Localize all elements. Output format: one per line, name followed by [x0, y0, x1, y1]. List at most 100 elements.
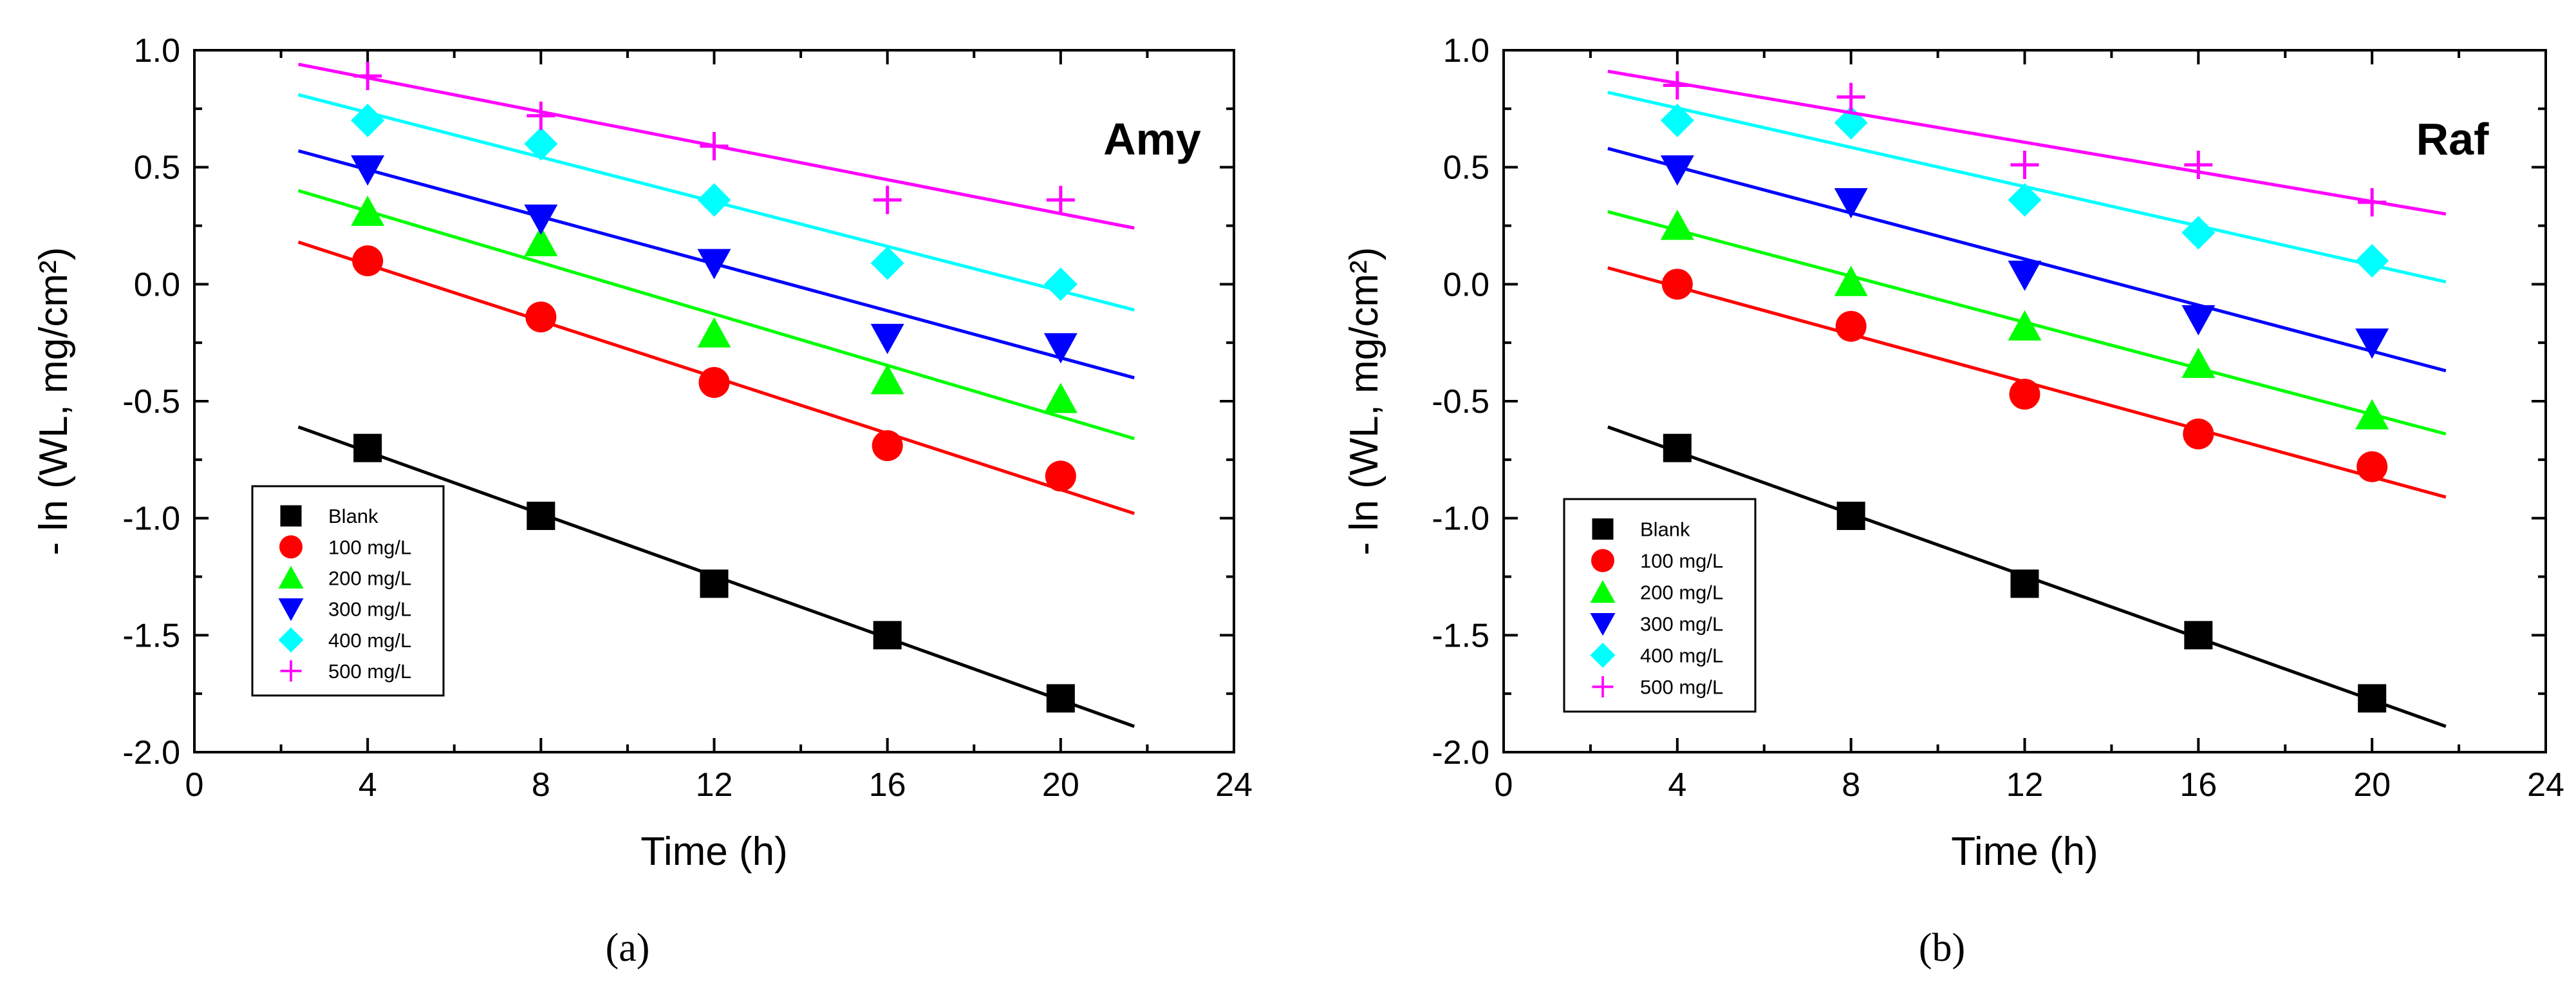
x-tick-label: 20 [1042, 766, 1079, 804]
point-blank [353, 433, 382, 462]
y-tick-label: 1.0 [1443, 32, 1489, 70]
x-tick-label: 12 [696, 766, 733, 804]
legend-marker [1592, 676, 1614, 697]
y-axis-title: - ln (WL, mg/cm²) [32, 247, 76, 556]
legend-label: 100 mg/L [328, 536, 411, 558]
point-200-mg-l [697, 317, 731, 348]
point-200-mg-l [524, 225, 558, 256]
point-100-mg-l [1045, 460, 1076, 492]
point-200-mg-l [2181, 347, 2216, 378]
point-500-mg-l [353, 61, 382, 90]
fit-line-200-mg-l [297, 189, 1135, 440]
legend-label: 200 mg/L [328, 567, 411, 589]
point-500-mg-l [873, 185, 902, 214]
legend-label: Blank [1640, 518, 1690, 541]
point-blank [700, 569, 729, 598]
point-500-mg-l [2184, 151, 2213, 180]
x-tick-label: 8 [532, 766, 550, 804]
legend-marker [1592, 518, 1614, 540]
legend-label: 300 mg/L [1640, 613, 1723, 636]
x-axis-title: Time (h) [1951, 829, 2098, 874]
point-400-mg-l [1660, 104, 1694, 137]
caption-b: (b) [1919, 926, 1965, 970]
y-tick-label: -0.5 [122, 383, 180, 421]
legend-label: 300 mg/L [328, 598, 411, 621]
point-200-mg-l [1834, 265, 1868, 296]
legend-label: 100 mg/L [1640, 550, 1723, 572]
point-100-mg-l [1661, 269, 1693, 300]
point-400-mg-l [351, 104, 385, 137]
point-300-mg-l [351, 155, 385, 186]
x-tick-label: 0 [185, 766, 204, 804]
legend-marker [1591, 549, 1614, 572]
y-tick-label: 1.0 [134, 32, 180, 70]
point-200-mg-l [870, 364, 904, 395]
y-tick-label: -2.0 [122, 734, 180, 771]
point-300-mg-l [2181, 305, 2216, 336]
point-400-mg-l [697, 183, 731, 217]
x-tick-label: 16 [869, 766, 906, 804]
point-300-mg-l [1834, 188, 1868, 219]
point-100-mg-l [2183, 418, 2214, 449]
point-400-mg-l [2008, 183, 2042, 217]
y-tick-label: 0.5 [1443, 149, 1489, 187]
point-400-mg-l [1043, 267, 1078, 301]
point-500-mg-l [2010, 151, 2039, 180]
fit-line-300-mg-l [1607, 147, 2447, 373]
point-blank [1046, 684, 1075, 713]
point-blank [2184, 621, 2213, 650]
legend-marker [1590, 643, 1616, 668]
point-500-mg-l [1663, 71, 1692, 100]
y-tick-label: -1.0 [1432, 500, 1489, 538]
legend-marker [278, 598, 304, 621]
point-blank [1836, 502, 1865, 531]
point-400-mg-l [2181, 216, 2216, 250]
point-400-mg-l [524, 127, 558, 161]
y-tick-label: -1.5 [1432, 617, 1489, 654]
point-blank [527, 502, 555, 531]
y-tick-label: -1.0 [122, 500, 180, 538]
point-400-mg-l [2355, 244, 2389, 278]
legend-marker [280, 505, 302, 527]
x-tick-label: 0 [1495, 766, 1513, 804]
x-tick-label: 16 [2179, 766, 2217, 804]
panel-name: Amy [1103, 114, 1201, 164]
point-300-mg-l [2008, 260, 2042, 291]
point-100-mg-l [525, 301, 557, 333]
point-300-mg-l [1660, 155, 1694, 186]
legend-label: 400 mg/L [1640, 645, 1723, 667]
point-blank [2358, 684, 2387, 713]
point-100-mg-l [352, 245, 384, 276]
point-100-mg-l [872, 430, 903, 462]
point-300-mg-l [697, 249, 731, 279]
point-500-mg-l [700, 131, 729, 160]
legend-label: 200 mg/L [1640, 582, 1723, 604]
legend-marker [278, 627, 304, 653]
x-axis-title: Time (h) [640, 829, 787, 874]
point-300-mg-l [524, 204, 558, 235]
point-100-mg-l [2009, 379, 2040, 410]
point-200-mg-l [1660, 209, 1694, 240]
point-500-mg-l [1836, 82, 1865, 111]
point-300-mg-l [1043, 333, 1078, 364]
panel-name: Raf [2416, 114, 2489, 164]
legend-label: 400 mg/L [328, 629, 411, 652]
y-tick-label: -0.5 [1432, 383, 1489, 421]
legend-marker [280, 660, 302, 682]
y-tick-label: -1.5 [122, 617, 180, 654]
point-200-mg-l [2008, 310, 2042, 341]
point-200-mg-l [2355, 399, 2389, 430]
chart-panel-a: 0 4 8 12 16 20 24 -2.0 -1.5 -1.0 -0.5 0.0 0.5 1.0 Time… [32, 32, 1253, 874]
x-tick-label: 8 [1842, 766, 1860, 804]
caption-a: (a) [606, 926, 650, 970]
point-300-mg-l [2355, 328, 2389, 359]
point-100-mg-l [2357, 451, 2388, 482]
point-500-mg-l [1046, 185, 1075, 214]
legend-marker [279, 535, 303, 559]
fit-line-500-mg-l [1607, 70, 2447, 216]
legend-label: 500 mg/L [328, 660, 411, 683]
legend-marker [278, 565, 304, 589]
y-axis-title: - ln (WL, mg/cm²) [1342, 247, 1386, 556]
x-tick-label: 4 [1668, 766, 1686, 804]
